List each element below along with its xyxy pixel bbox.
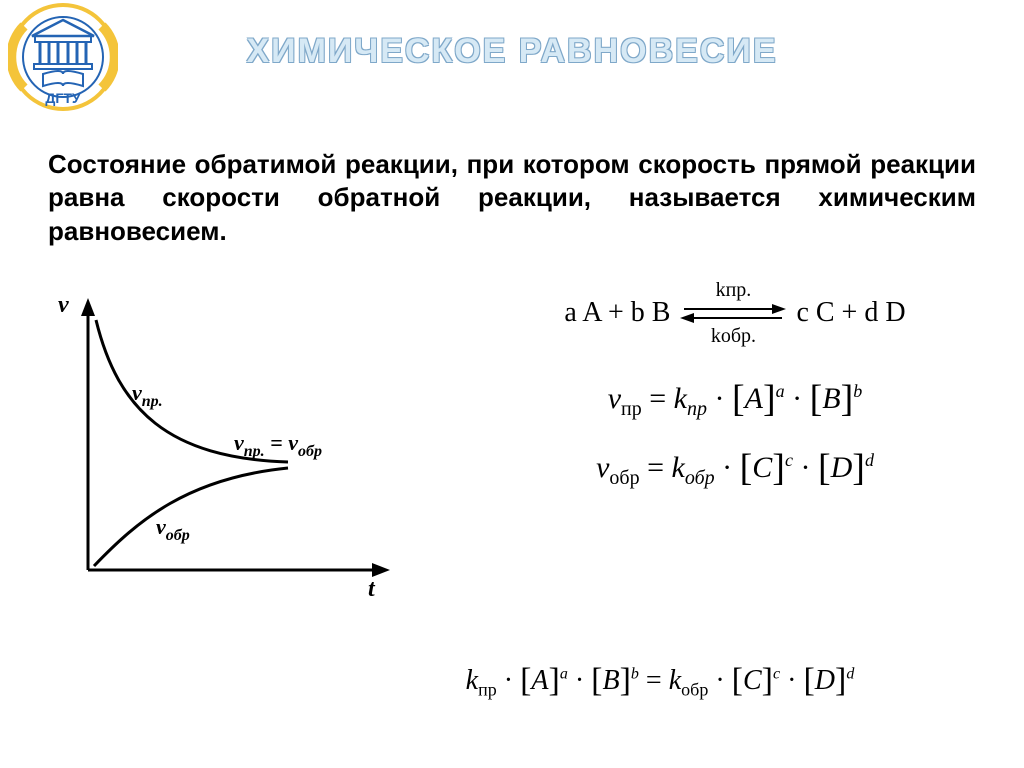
page-title: ХИМИЧЕСКОЕ РАВНОВЕСИЕ	[0, 32, 1024, 71]
svg-text:t: t	[368, 576, 376, 602]
balance-equation: kпр · [A]a · [B]b = kобр · [C]c · [D]d	[320, 660, 1000, 701]
forward-rate-equation: vпр = kпр · [A]a · [B]b	[470, 374, 1000, 421]
equilibrium-graph: v t vпр. vобр vпр. = vобр	[48, 290, 408, 610]
reverse-rate-equation: vобр = kобр · [C]c · [D]d	[470, 443, 1000, 490]
svg-text:v: v	[58, 292, 69, 318]
svg-text:vпр. = vобр: vпр. = vобр	[234, 430, 322, 460]
reaction-equation: a A + b B kпр. kобр. c C + d D	[470, 280, 1000, 346]
equilibrium-arrow-icon: kпр. kобр.	[678, 280, 788, 346]
reaction-left: a A + b B	[564, 297, 670, 329]
reaction-right: c C + d D	[796, 297, 905, 329]
definition-text: Состояние обратимой реакции, при котором…	[48, 148, 976, 248]
svg-text:vобр: vобр	[156, 514, 190, 544]
k-reverse-label: kобр.	[711, 326, 756, 346]
k-forward-label: kпр.	[716, 280, 752, 300]
logo-text: ДГТУ	[45, 90, 80, 106]
equations-block: a A + b B kпр. kобр. c C + d D vпр = kпр…	[470, 280, 1000, 512]
